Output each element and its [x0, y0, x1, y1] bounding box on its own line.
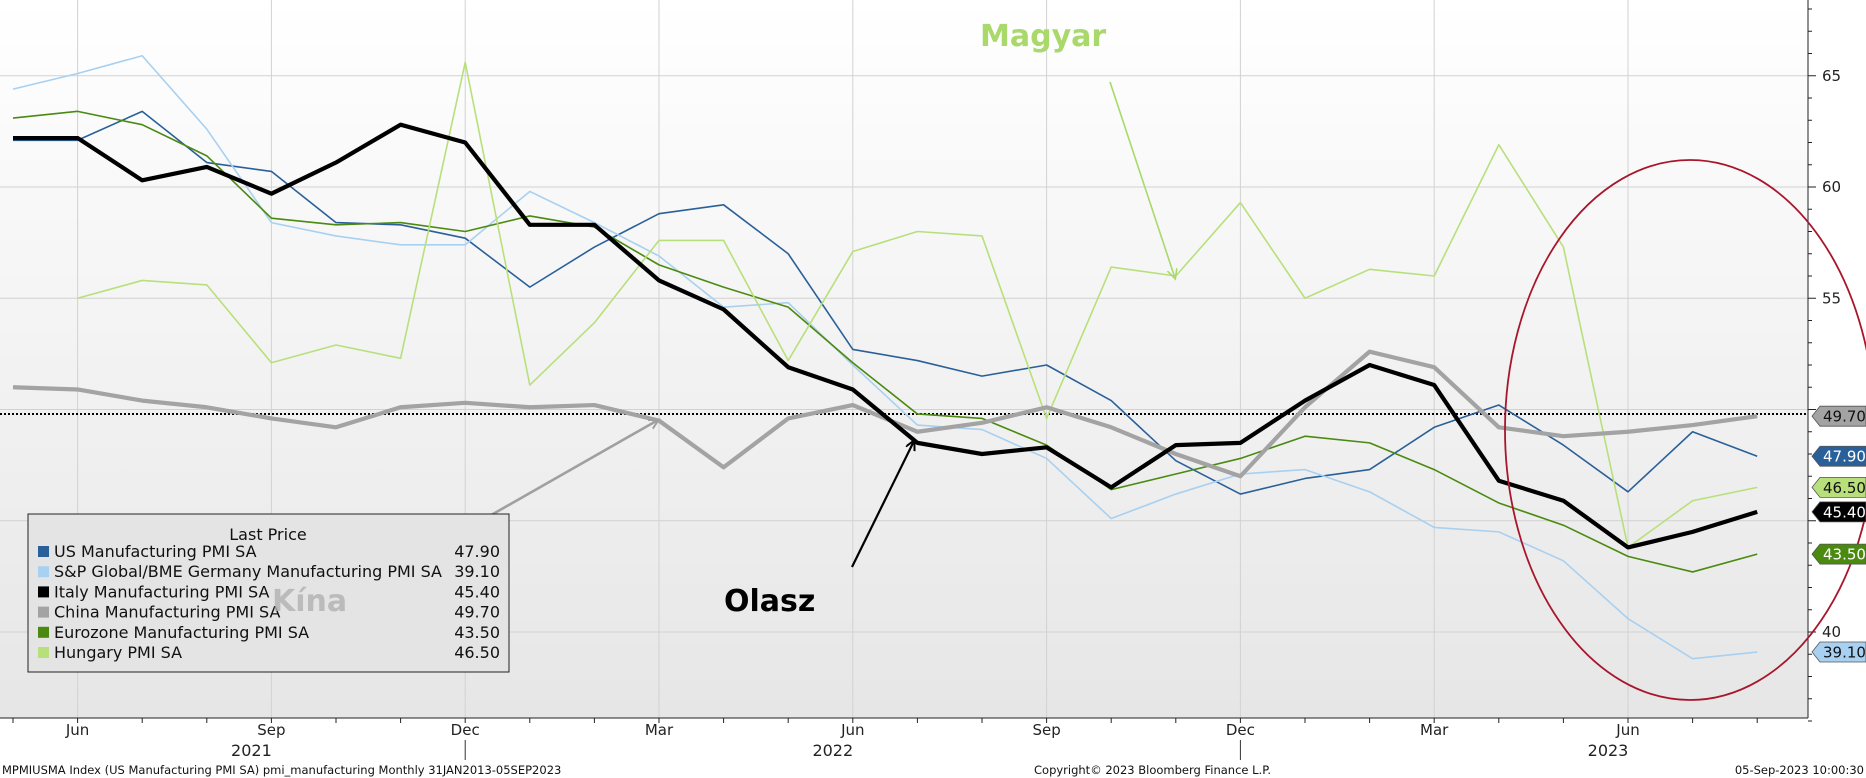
- legend-swatch: [38, 626, 49, 638]
- x-year-label: 2021: [231, 741, 272, 760]
- legend-label: US Manufacturing PMI SA: [54, 542, 257, 561]
- legend-label: S&P Global/BME Germany Manufacturing PMI…: [54, 562, 442, 581]
- value-badge: [1811, 543, 1866, 565]
- legend-value: 47.90: [454, 542, 500, 561]
- legend-swatch: [38, 566, 49, 578]
- legend-value: 46.50: [454, 643, 500, 662]
- gridlines: [0, 0, 1808, 718]
- highlight-ellipse: [1504, 159, 1866, 701]
- footer-center: Copyright© 2023 Bloomberg Finance L.P.: [1034, 763, 1271, 777]
- value-badge-text: 49.70: [1823, 408, 1866, 426]
- x-tick-label: Mar: [1420, 721, 1449, 739]
- y-tick-label: 55: [1822, 289, 1841, 307]
- x-tick-label: Jun: [65, 721, 89, 739]
- y-tick-label: 60: [1822, 178, 1841, 196]
- x-tick-label: Mar: [645, 721, 674, 739]
- legend-title: Last Price: [229, 525, 306, 544]
- x-tick-label: Jun: [1615, 721, 1639, 739]
- x-axis: Jun Sep Dec Mar Jun Sep Dec Mar Jun 2021 2022 2023: [0, 717, 1808, 760]
- arrow-olasz: [851, 441, 914, 568]
- value-badge-text: 46.50: [1823, 479, 1866, 497]
- last-price-badges: 47.90 39.10 45.40 49.70 43.50 46.50: [1811, 405, 1866, 663]
- series-lines: [12, 54, 1758, 660]
- legend-value: 45.40: [454, 582, 500, 601]
- legend-label: Hungary PMI SA: [54, 643, 182, 662]
- legend-label: China Manufacturing PMI SA: [54, 603, 280, 622]
- x-year-label: 2022: [812, 741, 853, 760]
- x-year-label: 2023: [1588, 741, 1629, 760]
- value-badge-text: 47.90: [1823, 448, 1866, 466]
- value-badge-text: 43.50: [1823, 546, 1866, 564]
- legend-value: 43.50: [454, 623, 500, 642]
- legend-swatch: [38, 546, 49, 557]
- footer-right: 05-Sep-2023 10:00:30: [1735, 763, 1864, 777]
- x-tick-label: Jun: [840, 721, 864, 739]
- arrow-magyar: [1109, 81, 1175, 278]
- annotation-magyar: Magyar: [980, 19, 1106, 54]
- legend-value: 39.10: [454, 562, 500, 581]
- x-tick-label: Sep: [257, 721, 285, 739]
- value-badge: [1811, 641, 1866, 663]
- legend-label: Italy Manufacturing PMI SA: [54, 582, 269, 601]
- series-line-4: [12, 110, 1758, 573]
- legend-swatch: [38, 606, 49, 618]
- annotation-kina: Kína: [272, 584, 347, 619]
- legend-label: Eurozone Manufacturing PMI SA: [54, 623, 309, 642]
- x-tick-label: Sep: [1032, 721, 1060, 739]
- legend-value: 49.70: [454, 603, 500, 622]
- annotation-olasz: Olasz: [724, 584, 815, 619]
- value-badge: [1811, 476, 1866, 498]
- series-line-5: [77, 61, 1758, 549]
- value-badge-text: 45.40: [1823, 503, 1866, 521]
- value-badge: [1811, 405, 1866, 427]
- value-badge: [1811, 445, 1866, 467]
- footer-left: MPMIUSMA Index (US Manufacturing PMI SA)…: [2, 763, 561, 777]
- series-line-2: [13, 122, 1758, 550]
- value-badge: [1811, 501, 1866, 523]
- y-tick-label: 65: [1822, 67, 1841, 85]
- legend-box: [27, 513, 510, 673]
- legend-swatch: [38, 647, 49, 658]
- x-tick-label: Dec: [451, 721, 480, 739]
- legend: Last Price US Manufacturing PMI SA 47.90 S…: [27, 513, 510, 673]
- series-line-0: [13, 110, 1758, 495]
- legend-swatch: [38, 586, 49, 598]
- y-axis: 40 55 60 65: [1807, 0, 1841, 722]
- x-tick-label: Dec: [1226, 721, 1255, 739]
- value-badge-text: 39.10: [1823, 644, 1866, 662]
- y-tick-label: 40: [1822, 623, 1841, 641]
- series-line-1: [12, 54, 1758, 660]
